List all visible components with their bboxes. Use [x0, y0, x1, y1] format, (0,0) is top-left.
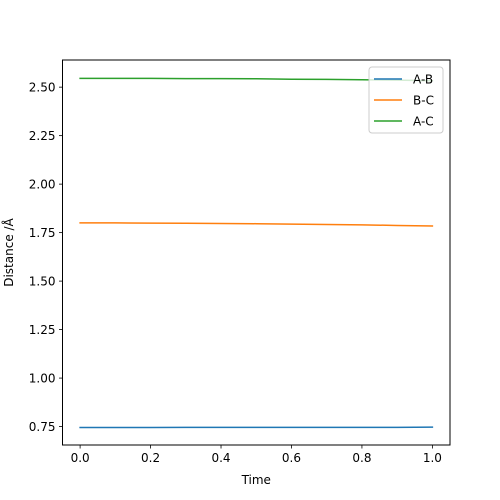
legend-label-a-c: A-C: [413, 114, 434, 128]
y-tick-label: 0.75: [29, 420, 56, 434]
x-tick-label: 0.8: [352, 451, 371, 465]
y-tick-label: 1.00: [29, 371, 56, 385]
legend-label-a-b: A-B: [413, 72, 433, 86]
x-tick-label: 0.4: [211, 451, 230, 465]
series-line-b-c: [79, 222, 434, 227]
x-tick-label: 1.0: [423, 451, 442, 465]
x-tick-label: 0.6: [282, 451, 301, 465]
x-tick-label: 0.0: [71, 451, 90, 465]
y-tick-label: 2.25: [29, 129, 56, 143]
x-tick-label: 0.2: [141, 451, 160, 465]
legend-box: [368, 66, 444, 134]
y-tick-label: 2.00: [29, 177, 56, 191]
legend: A-B B-C A-C: [368, 66, 444, 134]
y-tick-label: 2.50: [29, 80, 56, 94]
y-axis-label: Distance /Å: [1, 217, 16, 286]
y-axis-ticks: 0.75 1.00 1.25 1.50 1.75 2.00 2.25 2.50: [29, 80, 63, 434]
y-tick-label: 1.50: [29, 274, 56, 288]
axes-frame: [62, 59, 451, 446]
x-axis-label: Time: [241, 473, 271, 487]
y-tick-label: 1.75: [29, 226, 56, 240]
y-tick-label: 1.25: [29, 323, 56, 337]
x-axis-ticks: 0.0 0.2 0.4 0.6 0.8 1.0: [71, 445, 442, 465]
legend-label-b-c: B-C: [413, 93, 434, 107]
